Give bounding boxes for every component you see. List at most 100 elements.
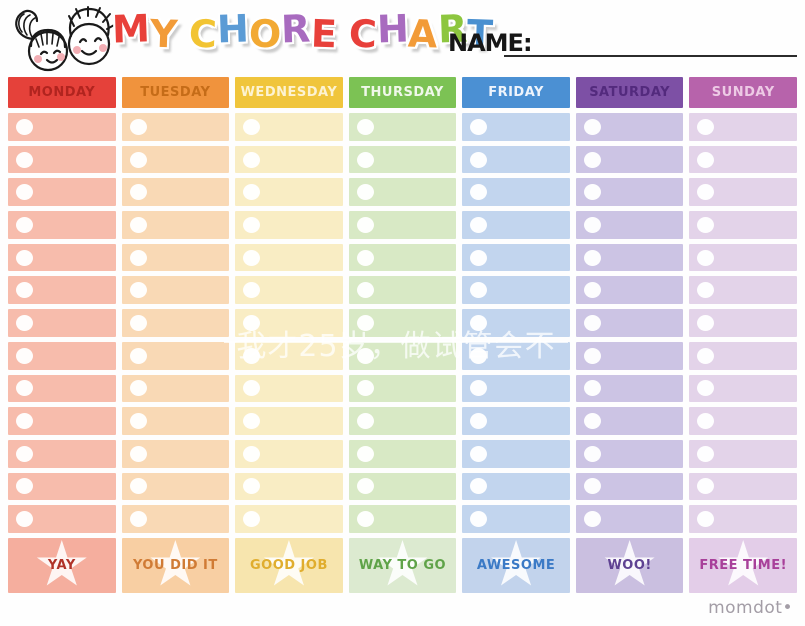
check-circle[interactable] <box>129 184 147 201</box>
chore-cell-friday-row4 <box>462 211 570 239</box>
check-circle[interactable] <box>16 445 33 462</box>
check-circle[interactable] <box>697 118 715 135</box>
check-circle[interactable] <box>16 282 33 299</box>
check-circle[interactable] <box>583 249 601 266</box>
check-circle[interactable] <box>16 118 33 135</box>
check-circle[interactable] <box>243 347 261 364</box>
reward-cell-thursday: WAY TO GO <box>348 538 457 593</box>
check-circle[interactable] <box>129 314 147 331</box>
check-circle[interactable] <box>243 282 261 299</box>
check-circle[interactable] <box>16 314 33 331</box>
chore-cell-thursday-row4 <box>348 211 457 239</box>
check-circle[interactable] <box>356 118 374 135</box>
check-circle[interactable] <box>356 216 374 233</box>
check-circle[interactable] <box>16 478 33 495</box>
check-circle[interactable] <box>470 413 488 430</box>
check-circle[interactable] <box>697 249 715 266</box>
check-circle[interactable] <box>16 511 33 528</box>
check-circle[interactable] <box>583 478 601 495</box>
chore-cell-monday-row13 <box>8 505 116 533</box>
check-circle[interactable] <box>356 413 374 430</box>
check-circle[interactable] <box>470 249 488 266</box>
check-circle[interactable] <box>470 347 488 364</box>
check-circle[interactable] <box>470 216 488 233</box>
check-circle[interactable] <box>470 184 488 201</box>
check-circle[interactable] <box>16 151 33 168</box>
check-circle[interactable] <box>129 216 147 233</box>
check-circle[interactable] <box>470 118 488 135</box>
check-circle[interactable] <box>697 151 715 168</box>
check-circle[interactable] <box>243 445 261 462</box>
check-circle[interactable] <box>470 282 488 299</box>
check-circle[interactable] <box>697 478 715 495</box>
check-circle[interactable] <box>129 347 147 364</box>
check-circle[interactable] <box>356 511 374 528</box>
check-circle[interactable] <box>243 184 261 201</box>
check-circle[interactable] <box>243 511 261 528</box>
check-circle[interactable] <box>129 511 147 528</box>
check-circle[interactable] <box>356 445 374 462</box>
check-circle[interactable] <box>697 314 715 331</box>
check-circle[interactable] <box>583 282 601 299</box>
check-circle[interactable] <box>129 445 147 462</box>
check-circle[interactable] <box>356 347 374 364</box>
check-circle[interactable] <box>129 151 147 168</box>
check-circle[interactable] <box>470 478 488 495</box>
check-circle[interactable] <box>16 249 33 266</box>
day-header-saturday: SATURDAY <box>575 77 684 108</box>
check-circle[interactable] <box>16 380 33 397</box>
check-circle[interactable] <box>356 380 374 397</box>
check-circle[interactable] <box>243 249 261 266</box>
check-circle[interactable] <box>356 314 374 331</box>
check-circle[interactable] <box>583 216 601 233</box>
check-circle[interactable] <box>697 184 715 201</box>
check-circle[interactable] <box>697 282 715 299</box>
check-circle[interactable] <box>697 413 715 430</box>
check-circle[interactable] <box>583 118 601 135</box>
check-circle[interactable] <box>129 413 147 430</box>
check-circle[interactable] <box>583 151 601 168</box>
check-circle[interactable] <box>356 184 374 201</box>
check-circle[interactable] <box>16 413 33 430</box>
check-circle[interactable] <box>243 314 261 331</box>
check-circle[interactable] <box>697 216 715 233</box>
check-circle[interactable] <box>583 314 601 331</box>
check-circle[interactable] <box>16 347 33 364</box>
check-circle[interactable] <box>583 511 601 528</box>
check-circle[interactable] <box>243 413 261 430</box>
reward-label: YAY <box>47 558 76 573</box>
check-circle[interactable] <box>470 380 488 397</box>
check-circle[interactable] <box>243 216 261 233</box>
check-circle[interactable] <box>583 380 601 397</box>
check-circle[interactable] <box>470 511 488 528</box>
check-circle[interactable] <box>583 347 601 364</box>
check-circle[interactable] <box>356 478 374 495</box>
check-circle[interactable] <box>16 216 33 233</box>
name-label: NAME: <box>448 29 533 57</box>
check-circle[interactable] <box>243 118 261 135</box>
name-input-line[interactable] <box>504 33 797 57</box>
check-circle[interactable] <box>583 413 601 430</box>
check-circle[interactable] <box>697 445 715 462</box>
check-circle[interactable] <box>243 151 261 168</box>
check-circle[interactable] <box>470 314 488 331</box>
check-circle[interactable] <box>583 445 601 462</box>
check-circle[interactable] <box>356 282 374 299</box>
check-circle[interactable] <box>697 380 715 397</box>
check-circle[interactable] <box>583 184 601 201</box>
check-circle[interactable] <box>470 151 488 168</box>
check-circle[interactable] <box>129 118 147 135</box>
check-circle[interactable] <box>129 249 147 266</box>
check-circle[interactable] <box>470 445 488 462</box>
check-circle[interactable] <box>697 511 715 528</box>
check-circle[interactable] <box>356 249 374 266</box>
check-circle[interactable] <box>243 380 261 397</box>
check-circle[interactable] <box>16 184 33 201</box>
check-circle[interactable] <box>129 380 147 397</box>
check-circle[interactable] <box>356 151 374 168</box>
check-circle[interactable] <box>243 478 261 495</box>
check-circle[interactable] <box>697 347 715 364</box>
check-circle[interactable] <box>129 478 147 495</box>
check-circle[interactable] <box>129 282 147 299</box>
chore-cell-thursday-row10 <box>348 407 457 435</box>
